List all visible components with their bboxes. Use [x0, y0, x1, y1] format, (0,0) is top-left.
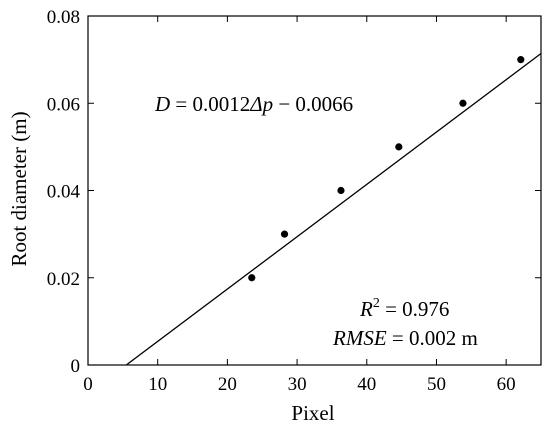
data-point: [337, 186, 345, 195]
y-tick-label: 0.06: [47, 94, 80, 115]
data-point: [280, 230, 289, 238]
tick-labels: 0 10 20 30 40 50 60 0 0.02 0.04 0.06 0.08: [47, 7, 516, 395]
data-point: [517, 56, 525, 64]
y-tick-label: 0: [71, 356, 81, 377]
y-axis-label: Root diameter (m): [7, 111, 31, 266]
plot-area: 0 10 20 30 40 50 60 0 0.02 0.04 0.06 0.08: [47, 7, 542, 395]
x-tick-label: 60: [497, 374, 516, 395]
y-tick-label: 0.04: [47, 182, 81, 203]
ticks: [87, 15, 541, 366]
data-point: [395, 143, 403, 151]
x-tick-label: 20: [218, 374, 237, 395]
x-tick-label: 40: [357, 374, 376, 395]
x-tick-label: 50: [427, 374, 446, 395]
x-tick-label: 10: [148, 374, 167, 395]
rmse-annotation: RMSE = 0.002 m: [332, 326, 478, 350]
data-point: [248, 274, 256, 282]
data-point: [459, 99, 467, 107]
x-tick-label: 30: [288, 374, 307, 395]
x-axis-label: Pixel: [291, 401, 334, 425]
y-tick-label: 0.02: [47, 269, 80, 290]
plot-frame: [87, 15, 542, 366]
data-points: [248, 56, 525, 282]
equation-annotation: D = 0.0012Δp − 0.0066: [154, 92, 353, 116]
x-tick-label: 0: [83, 374, 93, 395]
y-tick-label: 0.08: [47, 7, 80, 28]
r-squared-annotation: R2 = 0.976: [359, 296, 449, 321]
fit-line: [125, 52, 542, 366]
